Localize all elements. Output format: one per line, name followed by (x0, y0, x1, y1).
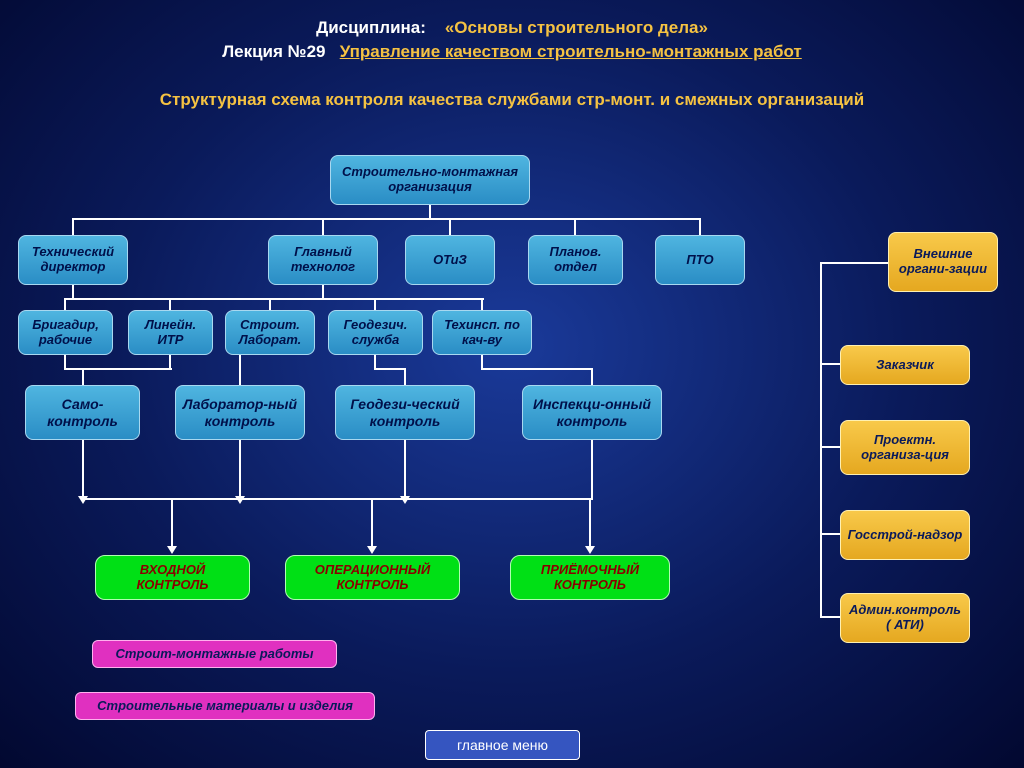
node-proekt: Проектн. организа-ция (840, 420, 970, 475)
node-gl-tech: Главный технолог (268, 235, 378, 285)
node-inspk: Инспекци-онный контроль (522, 385, 662, 440)
arrow-icon (585, 546, 595, 554)
discipline-title: «Основы строительного дела» (445, 18, 708, 37)
connector (820, 616, 842, 618)
connector (820, 262, 822, 617)
connector (171, 498, 173, 548)
node-tehinsp: Техинсп. по кач-ву (432, 310, 532, 355)
node-zakaz: Заказчик (840, 345, 970, 385)
connector (374, 368, 406, 370)
connector (72, 218, 74, 236)
discipline-label: Дисциплина: (316, 18, 426, 37)
connector (591, 368, 593, 386)
connector (72, 285, 74, 298)
node-itr: Линейн. ИТР (128, 310, 213, 355)
node-gosstroy: Госстрой-надзор (840, 510, 970, 560)
connector (404, 440, 406, 500)
connector (820, 533, 842, 535)
arrow-icon (400, 496, 410, 504)
node-priem: ПРИЁМОЧНЫЙ КОНТРОЛЬ (510, 555, 670, 600)
connector (64, 368, 172, 370)
connector (574, 218, 576, 236)
arrow-icon (235, 496, 245, 504)
connector (820, 262, 890, 264)
node-brig: Бригадир, рабочие (18, 310, 113, 355)
connector (64, 298, 484, 300)
node-samo: Само-контроль (25, 385, 140, 440)
node-oper: ОПЕРАЦИОННЫЙ КОНТРОЛЬ (285, 555, 460, 600)
header-line-1: Дисциплина: «Основы строительного дела» (0, 18, 1024, 38)
arrow-icon (167, 546, 177, 554)
node-geodk: Геодези-ческий контроль (335, 385, 475, 440)
lecture-title: Управление качеством строительно-монтажн… (340, 42, 802, 61)
node-ext-org: Внешние органи-зации (888, 232, 998, 292)
node-tech-dir: Технический директор (18, 235, 128, 285)
node-pink2: Строительные материалы и изделия (75, 692, 375, 720)
connector (699, 218, 701, 236)
connector (371, 498, 373, 548)
lecture-label: Лекция №29 (222, 42, 325, 61)
connector (82, 368, 84, 386)
connector (169, 355, 171, 370)
connector (449, 218, 451, 236)
connector (591, 440, 593, 500)
node-vhod: ВХОДНОЙ КОНТРОЛЬ (95, 555, 250, 600)
connector (322, 218, 324, 236)
node-geod: Геодезич. служба (328, 310, 423, 355)
node-pink1: Строит-монтажные работы (92, 640, 337, 668)
connector (820, 363, 842, 365)
node-plan: Планов. отдел (528, 235, 623, 285)
connector (239, 440, 241, 500)
connector (322, 285, 324, 300)
node-otiz: ОТиЗ (405, 235, 495, 285)
connector (404, 368, 406, 386)
node-lab: Строит. Лаборат. (225, 310, 315, 355)
connector (82, 498, 593, 500)
node-admin: Админ.контроль ( АТИ) (840, 593, 970, 643)
connector (820, 446, 842, 448)
node-root: Строительно-монтажная организация (330, 155, 530, 205)
node-labk: Лаборатор-ный контроль (175, 385, 305, 440)
connector (82, 440, 84, 500)
subtitle: Структурная схема контроля качества служ… (0, 90, 1024, 110)
arrow-icon (367, 546, 377, 554)
main-menu-button[interactable]: главное меню (425, 730, 580, 760)
connector (589, 498, 591, 548)
node-pto: ПТО (655, 235, 745, 285)
arrow-icon (78, 496, 88, 504)
connector (72, 218, 700, 220)
connector (239, 355, 241, 387)
header-line-2: Лекция №29 Управление качеством строител… (0, 42, 1024, 62)
connector (481, 368, 593, 370)
